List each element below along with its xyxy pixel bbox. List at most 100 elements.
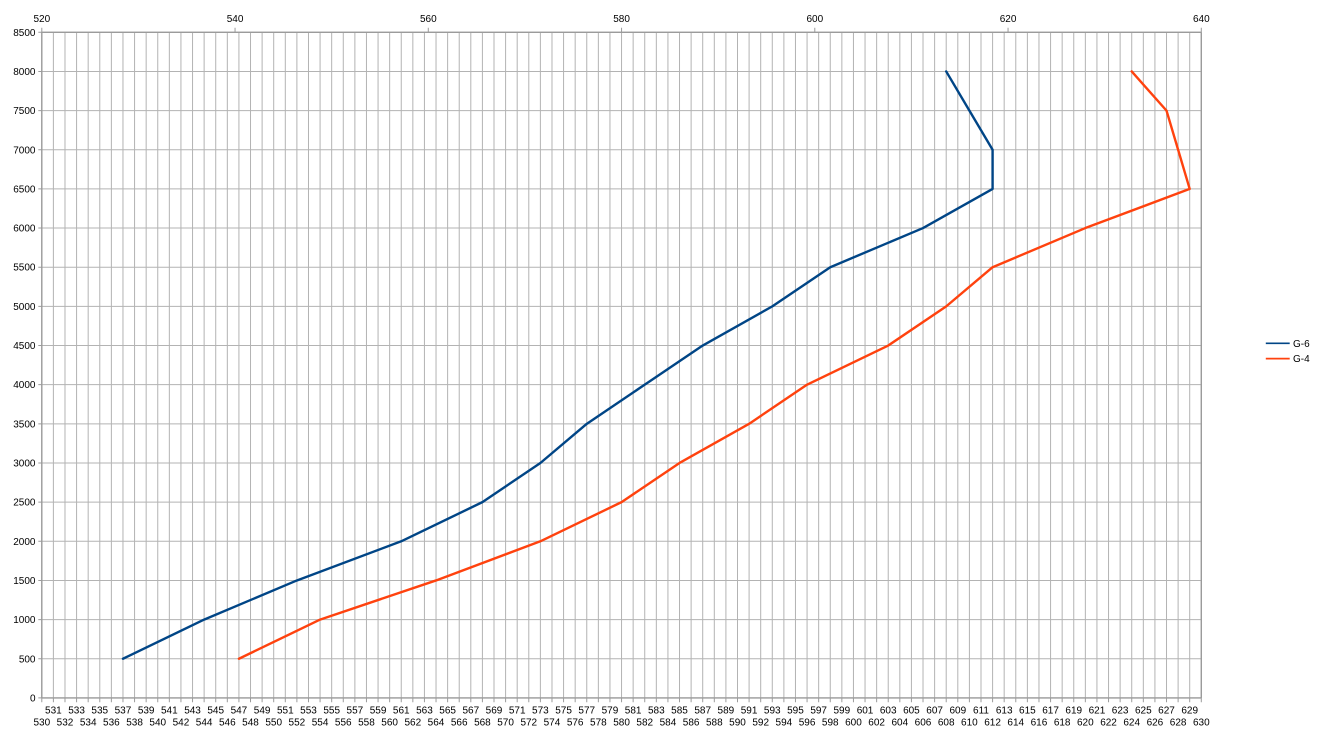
svg-text:536: 536 <box>103 718 120 729</box>
svg-text:573: 573 <box>532 706 549 717</box>
svg-text:545: 545 <box>207 706 224 717</box>
svg-text:G-4: G-4 <box>1293 354 1310 365</box>
svg-text:500: 500 <box>19 654 36 665</box>
svg-text:543: 543 <box>184 706 201 717</box>
svg-text:G-6: G-6 <box>1293 339 1310 350</box>
svg-text:547: 547 <box>231 706 248 717</box>
svg-text:600: 600 <box>806 14 823 25</box>
svg-text:540: 540 <box>149 718 166 729</box>
svg-text:559: 559 <box>370 706 387 717</box>
svg-text:570: 570 <box>497 718 514 729</box>
svg-text:608: 608 <box>938 718 955 729</box>
svg-text:4500: 4500 <box>13 341 36 352</box>
svg-text:548: 548 <box>242 718 259 729</box>
svg-text:584: 584 <box>660 718 677 729</box>
svg-text:8000: 8000 <box>13 67 36 78</box>
svg-text:553: 553 <box>300 706 317 717</box>
svg-text:530: 530 <box>33 718 50 729</box>
svg-text:574: 574 <box>544 718 561 729</box>
svg-text:594: 594 <box>776 718 793 729</box>
svg-text:607: 607 <box>926 706 943 717</box>
svg-text:6000: 6000 <box>13 224 36 235</box>
svg-text:7000: 7000 <box>13 145 36 156</box>
svg-text:567: 567 <box>462 706 479 717</box>
svg-text:7500: 7500 <box>13 106 36 117</box>
svg-text:3500: 3500 <box>13 419 36 430</box>
svg-text:0: 0 <box>30 693 36 704</box>
svg-text:640: 640 <box>1193 14 1210 25</box>
svg-text:604: 604 <box>891 718 908 729</box>
svg-text:612: 612 <box>984 718 1001 729</box>
svg-text:597: 597 <box>810 706 827 717</box>
svg-text:622: 622 <box>1100 718 1117 729</box>
svg-text:531: 531 <box>45 706 62 717</box>
svg-text:625: 625 <box>1135 706 1152 717</box>
svg-text:555: 555 <box>323 706 340 717</box>
svg-text:542: 542 <box>173 718 190 729</box>
svg-text:540: 540 <box>227 14 244 25</box>
svg-text:581: 581 <box>625 706 642 717</box>
svg-text:534: 534 <box>80 718 97 729</box>
svg-text:626: 626 <box>1147 718 1164 729</box>
svg-text:585: 585 <box>671 706 688 717</box>
svg-text:4000: 4000 <box>13 380 36 391</box>
svg-text:600: 600 <box>845 718 862 729</box>
svg-text:630: 630 <box>1193 718 1210 729</box>
svg-text:1000: 1000 <box>13 615 36 626</box>
svg-text:629: 629 <box>1181 706 1198 717</box>
svg-text:591: 591 <box>741 706 758 717</box>
svg-text:546: 546 <box>219 718 236 729</box>
svg-text:606: 606 <box>915 718 932 729</box>
svg-text:563: 563 <box>416 706 433 717</box>
svg-text:544: 544 <box>196 718 213 729</box>
svg-text:571: 571 <box>509 706 526 717</box>
svg-text:603: 603 <box>880 706 897 717</box>
svg-text:535: 535 <box>91 706 108 717</box>
svg-text:628: 628 <box>1170 718 1187 729</box>
svg-text:562: 562 <box>404 718 421 729</box>
svg-text:520: 520 <box>33 14 50 25</box>
svg-text:582: 582 <box>636 718 653 729</box>
svg-text:619: 619 <box>1065 706 1082 717</box>
svg-text:554: 554 <box>312 718 329 729</box>
svg-text:616: 616 <box>1031 718 1048 729</box>
svg-text:560: 560 <box>420 14 437 25</box>
svg-text:586: 586 <box>683 718 700 729</box>
svg-text:590: 590 <box>729 718 746 729</box>
svg-text:576: 576 <box>567 718 584 729</box>
svg-text:621: 621 <box>1089 706 1106 717</box>
svg-text:552: 552 <box>289 718 306 729</box>
svg-text:627: 627 <box>1158 706 1175 717</box>
svg-text:2000: 2000 <box>13 537 36 548</box>
svg-text:2500: 2500 <box>13 498 36 509</box>
svg-text:583: 583 <box>648 706 665 717</box>
svg-text:557: 557 <box>347 706 364 717</box>
svg-text:558: 558 <box>358 718 375 729</box>
svg-text:532: 532 <box>57 718 74 729</box>
svg-text:609: 609 <box>949 706 966 717</box>
svg-text:6500: 6500 <box>13 184 36 195</box>
svg-text:537: 537 <box>115 706 132 717</box>
svg-text:610: 610 <box>961 718 978 729</box>
svg-text:566: 566 <box>451 718 468 729</box>
svg-text:580: 580 <box>613 718 630 729</box>
svg-text:578: 578 <box>590 718 607 729</box>
svg-text:601: 601 <box>857 706 874 717</box>
svg-text:611: 611 <box>973 706 989 717</box>
svg-text:599: 599 <box>834 706 851 717</box>
svg-text:3000: 3000 <box>13 458 36 469</box>
svg-text:587: 587 <box>694 706 711 717</box>
svg-text:577: 577 <box>578 706 595 717</box>
svg-text:620: 620 <box>1000 14 1017 25</box>
svg-text:568: 568 <box>474 718 491 729</box>
svg-text:551: 551 <box>277 706 294 717</box>
svg-text:596: 596 <box>799 718 816 729</box>
svg-text:598: 598 <box>822 718 839 729</box>
svg-text:623: 623 <box>1112 706 1129 717</box>
svg-text:579: 579 <box>602 706 619 717</box>
svg-text:614: 614 <box>1007 718 1024 729</box>
svg-text:5000: 5000 <box>13 302 36 313</box>
svg-text:560: 560 <box>381 718 398 729</box>
svg-text:549: 549 <box>254 706 271 717</box>
svg-text:572: 572 <box>520 718 537 729</box>
